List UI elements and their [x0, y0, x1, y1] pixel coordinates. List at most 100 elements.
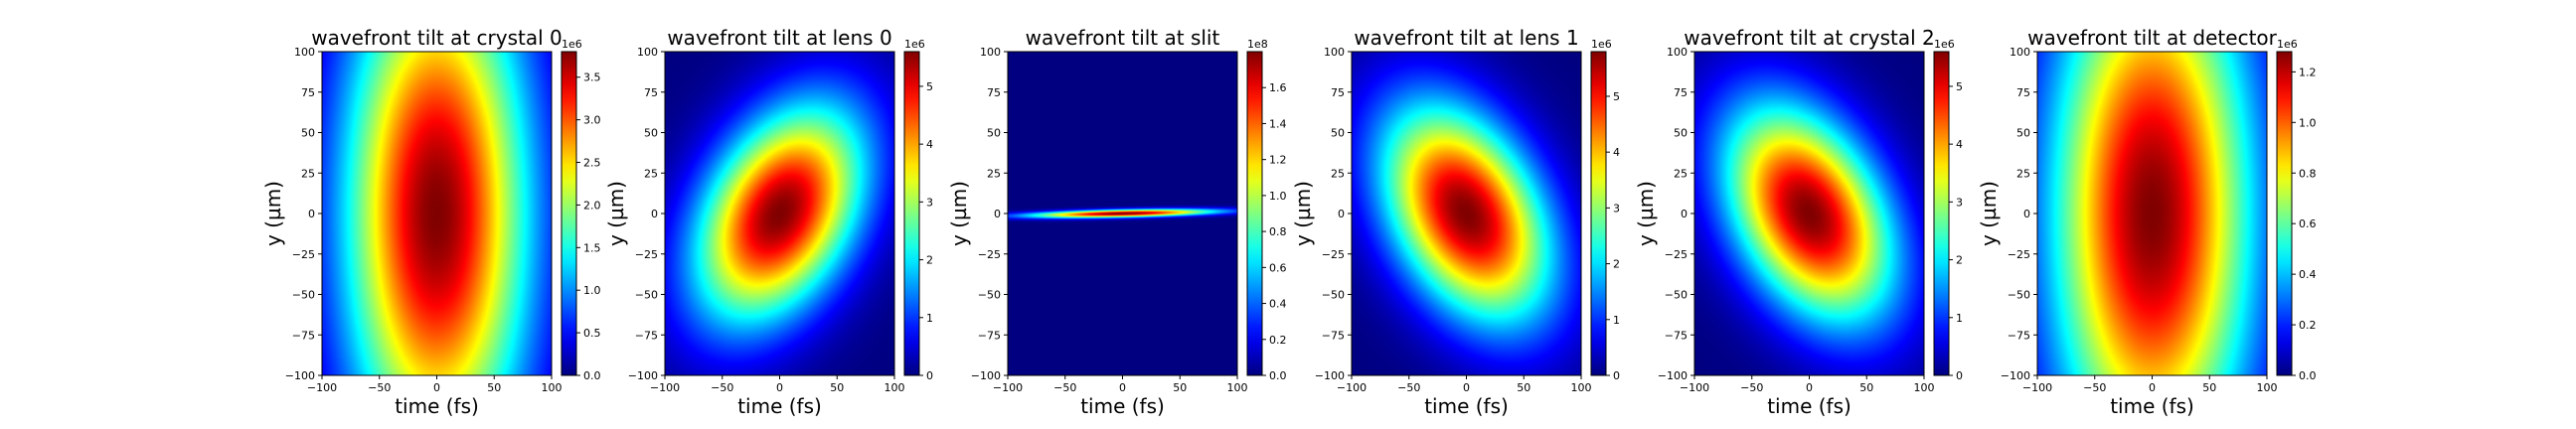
colorbar-tick-label: 1 [1613, 314, 1620, 327]
x-tick-label: 100 [1914, 381, 1935, 394]
y-tick-label: 100 [637, 46, 658, 59]
y-tick-label: 25 [2016, 167, 2030, 180]
colorbar-tick-label: 1.6 [1269, 81, 1287, 94]
y-tick-label: 0 [1338, 208, 1345, 220]
colorbar-tick-label: 0.0 [2299, 369, 2317, 382]
x-tick-label: −50 [1053, 381, 1076, 394]
y-tick-label: 100 [294, 46, 315, 59]
heatmap-image [322, 52, 552, 375]
y-tick-label: 25 [987, 167, 1001, 180]
colorbar-exponent: 1e6 [562, 38, 582, 51]
colorbar-tick-label: 3 [926, 196, 933, 209]
x-axis-label: time (fs) [737, 394, 822, 418]
colorbar-tick-label: 4 [926, 138, 933, 151]
colorbar-tick-label: 0.0 [583, 369, 601, 382]
x-axis-label: time (fs) [1424, 394, 1509, 418]
colorbar-tick-label: 0.2 [1269, 334, 1287, 347]
y-tick-label: −25 [1665, 248, 1688, 261]
y-tick-label: −100 [971, 369, 1001, 382]
colorbar-tick-label: 2 [926, 254, 933, 267]
colorbar-exponent: 1e6 [1591, 38, 1612, 51]
colorbar-tick-label: 1.4 [1269, 117, 1287, 130]
y-tick-label: −75 [1322, 329, 1345, 342]
y-tick-label: −75 [292, 329, 315, 342]
y-tick-label: 50 [2016, 127, 2030, 140]
y-tick-label: 0 [651, 208, 658, 220]
y-tick-label: 75 [1674, 86, 1688, 99]
colorbar-tick-label: 5 [926, 80, 933, 93]
x-tick-label: 100 [542, 381, 563, 394]
colorbar-tick-label: 1 [926, 312, 933, 325]
colorbar-tick-label: 5 [1613, 90, 1620, 103]
heatmap-image [1008, 52, 1237, 375]
y-tick-label: −100 [285, 369, 315, 382]
y-tick-label: 75 [301, 86, 315, 99]
x-tick-label: 100 [1227, 381, 1248, 394]
x-tick-label: −50 [1740, 381, 1763, 394]
x-tick-label: 50 [1859, 381, 1873, 394]
colorbar-tick-label: 0.2 [2299, 319, 2317, 332]
heatmap-image [665, 52, 894, 375]
panel-3: wavefront tilt at lens 1−100 −50 0 50 100100… [1291, 26, 1620, 418]
y-axis-label: y (µm) [604, 181, 628, 246]
x-tick-label: −50 [2083, 381, 2106, 394]
y-tick-label: 0 [308, 208, 315, 220]
heatmap-image [1352, 52, 1581, 375]
panel-0: wavefront tilt at crystal 0 −100 −50 0 50 100… [261, 26, 601, 418]
y-tick-label: 100 [1667, 46, 1688, 59]
x-tick-label: −100 [2022, 381, 2052, 394]
x-tick-label: 50 [1173, 381, 1187, 394]
colorbar [1933, 51, 1950, 376]
colorbar-tick-label: 0 [1956, 369, 1963, 382]
y-tick-label: −25 [978, 248, 1001, 261]
colorbar-tick-label: 2.0 [583, 199, 601, 212]
colorbar-tick-label: 0.8 [2299, 167, 2317, 180]
y-tick-label: −50 [1665, 289, 1688, 302]
colorbar [1590, 51, 1607, 376]
y-tick-label: −100 [628, 369, 658, 382]
panel-1: wavefront tilt at lens 0−100 −50 0 50 100100… [604, 26, 933, 418]
colorbar-exponent: 1e8 [1247, 38, 1268, 51]
x-tick-label: 0 [776, 381, 783, 394]
colorbar [561, 51, 577, 376]
x-tick-label: −100 [307, 381, 337, 394]
colorbar-tick-label: 3 [1613, 202, 1620, 214]
x-tick-label: −100 [1337, 381, 1367, 394]
colorbar-tick-label: 5 [1956, 80, 1963, 93]
colorbar-tick-label: 1.2 [1269, 154, 1287, 167]
x-tick-label: 0 [1463, 381, 1470, 394]
x-tick-label: 0 [433, 381, 440, 394]
colorbar-tick-label: 0.0 [1269, 369, 1287, 382]
chart-title: wavefront tilt at detector [2027, 26, 2278, 50]
colorbar-tick-label: 0 [926, 369, 933, 382]
x-tick-label: 0 [1806, 381, 1813, 394]
y-tick-label: −75 [2008, 329, 2030, 342]
y-axis-label: y (µm) [261, 181, 285, 246]
chart-title: wavefront tilt at lens 1 [1354, 26, 1578, 50]
colorbar-exponent: 1e6 [2277, 38, 2298, 51]
y-tick-label: 50 [644, 127, 658, 140]
panel-5: wavefront tilt at detector −100 −50 0 50 100 1… [1977, 26, 2317, 418]
x-tick-label: −50 [711, 381, 733, 394]
x-tick-label: 50 [830, 381, 844, 394]
y-axis-label: y (µm) [1291, 181, 1315, 246]
colorbar-tick-label: 1.5 [583, 241, 601, 254]
y-tick-label: 75 [2016, 86, 2030, 99]
colorbar-tick-label: 1.0 [1269, 190, 1287, 203]
colorbar-tick-label: 4 [1956, 138, 1963, 151]
x-tick-label: 0 [2149, 381, 2156, 394]
x-tick-label: −100 [993, 381, 1023, 394]
y-tick-label: 50 [987, 127, 1001, 140]
panel-2: wavefront tilt at slit −100 −50 0 50 100 100 75… [947, 26, 1287, 418]
heatmap-image [2037, 52, 2267, 375]
x-tick-label: 50 [2202, 381, 2216, 394]
x-tick-label: 100 [885, 381, 905, 394]
colorbar-tick-label: 0.4 [2299, 268, 2317, 281]
colorbar [2276, 51, 2293, 376]
colorbar-exponent: 1e6 [1934, 38, 1955, 51]
colorbar-tick-label: 0.8 [1269, 225, 1287, 238]
y-tick-label: −50 [635, 289, 658, 302]
y-tick-label: 100 [980, 46, 1001, 59]
x-axis-label: time (fs) [1080, 394, 1165, 418]
